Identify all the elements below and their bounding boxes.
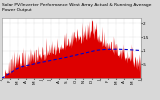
Text: Solar PV/Inverter Performance West Array Actual & Running Average Power Output: Solar PV/Inverter Performance West Array… [2,3,151,12]
